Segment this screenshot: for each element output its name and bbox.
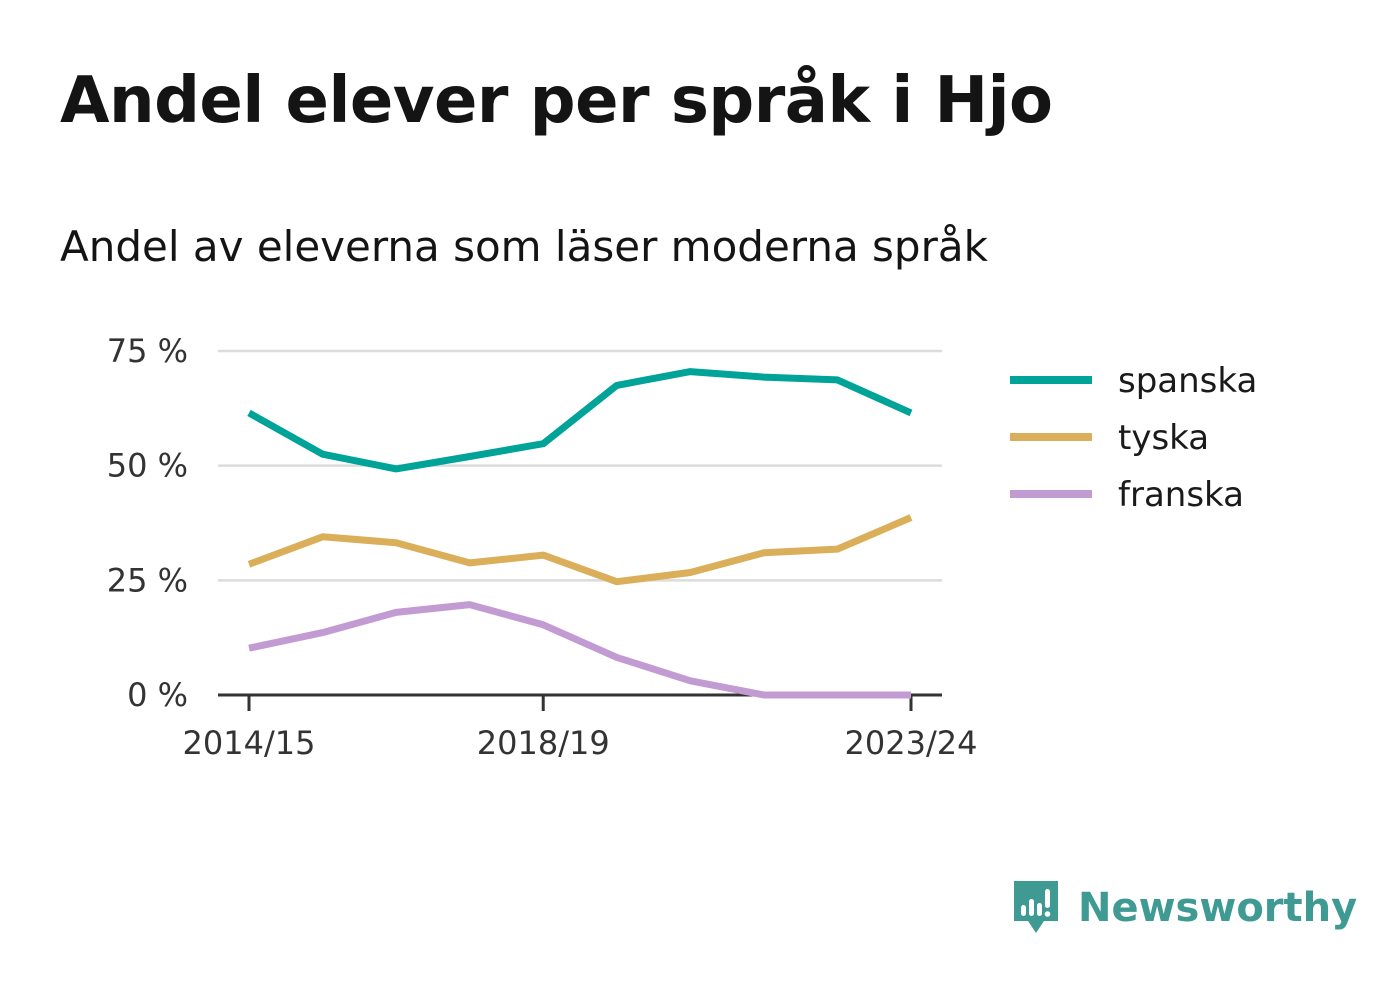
y-tick-label: 50 % [107,447,188,485]
legend-label-franska: franska [1118,475,1244,515]
y-tick-label: 75 % [107,332,188,370]
chart-subtitle: Andel av eleverna som läser moderna språ… [60,222,988,271]
x-tick-label: 2023/24 [845,724,978,762]
y-tick-label: 0 % [127,676,188,714]
legend-label-tyska: tyska [1118,418,1209,458]
series-line-tyska [247,514,913,586]
chart-title: Andel elever per språk i Hjo [60,64,1053,138]
x-tick-label: 2014/15 [183,724,316,762]
newsworthy-logo-icon [1014,881,1058,933]
legend-label-spanska: spanska [1118,361,1257,401]
series-line-spanska [247,368,913,473]
brand-name: Newsworthy [1078,885,1358,931]
y-tick-label: 25 % [107,561,188,599]
brand-logo: Newsworthy [1010,876,1357,940]
series-line-franska [248,601,911,699]
x-tick-label: 2018/19 [477,724,610,762]
